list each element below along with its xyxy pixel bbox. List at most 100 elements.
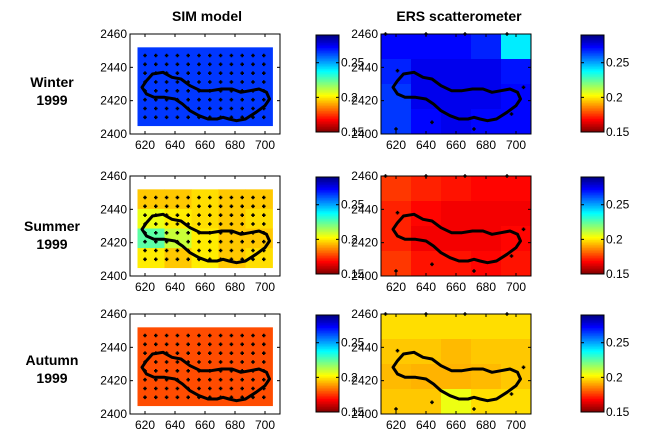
colorbar-segment [581, 209, 604, 212]
colorbar-segment [581, 96, 604, 99]
station-marker [143, 333, 147, 338]
station-marker [197, 97, 201, 102]
station-marker [197, 204, 201, 209]
colorbar-tick-label: 0.25 [606, 336, 630, 350]
station-marker [164, 106, 169, 111]
heatmap-cell [411, 109, 442, 135]
station-marker [175, 231, 180, 235]
colorbar-segment [581, 365, 604, 368]
colorbar-segment [581, 332, 604, 335]
colorbar-segment [581, 125, 604, 128]
colorbar-segment [316, 78, 339, 81]
heatmap-cell [471, 176, 502, 202]
colorbar-segment [581, 123, 604, 127]
y-tick-label: 2400 [100, 269, 127, 283]
station-marker [143, 195, 147, 200]
colorbar-segment [316, 321, 339, 324]
colorbar-segment [581, 199, 604, 202]
colorbar-segment [316, 89, 339, 93]
colorbar-segment [581, 46, 604, 49]
station-marker [229, 342, 234, 347]
colorbar-segment [316, 104, 339, 107]
y-tick-label: 2420 [351, 94, 378, 108]
station-marker [218, 106, 223, 111]
colorbar-segment [581, 177, 604, 180]
colorbar-segment [581, 235, 604, 238]
colorbar-segment [581, 60, 604, 63]
station-marker [430, 120, 434, 125]
colorbar-segment [581, 214, 604, 217]
colorbar-segment [316, 236, 339, 239]
station-marker [251, 239, 255, 244]
colorbar-segment [316, 64, 339, 67]
colorbar-segment [581, 193, 604, 196]
station-marker [251, 360, 255, 364]
colorbar-segment [316, 51, 339, 54]
colorbar-segment [316, 123, 339, 127]
station-marker [197, 80, 201, 84]
station-marker [218, 62, 223, 67]
heatmap-cell [471, 201, 502, 227]
colorbar-segment [581, 185, 604, 188]
colorbar-segment [581, 344, 604, 347]
station-marker [208, 239, 212, 244]
colorbar-segment [581, 321, 604, 324]
colorbar-segment [581, 110, 604, 114]
x-tick-label: 700 [506, 138, 526, 152]
x-tick-label: 700 [255, 138, 275, 152]
colorbar-segment [581, 248, 604, 251]
station-marker [229, 53, 234, 58]
colorbar-segment [316, 217, 339, 220]
colorbar-segment [316, 196, 339, 199]
colorbar-segment [581, 115, 604, 118]
colorbar-segment [581, 334, 604, 337]
station-marker [251, 257, 255, 262]
colorbar-segment [581, 390, 604, 394]
colorbar-segment [316, 241, 339, 244]
station-marker [251, 106, 255, 111]
colorbar-segment [581, 254, 604, 257]
station-marker [186, 395, 190, 400]
heatmap-cell [501, 34, 532, 60]
colorbar-segment [581, 38, 604, 41]
colorbar-segment [316, 238, 339, 241]
colorbar-segment [316, 376, 339, 379]
colorbar-segment [316, 371, 339, 374]
colorbar-segment [316, 178, 339, 181]
station-marker [262, 213, 266, 217]
colorbar-segment [316, 384, 339, 387]
station-marker [509, 392, 514, 396]
colorbar-segment [581, 339, 604, 342]
station-marker [186, 71, 190, 75]
station-marker [251, 333, 255, 338]
colorbar-segment [316, 191, 339, 194]
station-marker [229, 377, 234, 382]
colorbar-segment [581, 342, 604, 345]
station-marker [175, 386, 180, 391]
y-tick-label: 2440 [100, 202, 127, 216]
colorbar-segment [581, 270, 604, 273]
station-marker [262, 333, 266, 338]
station-marker [186, 342, 190, 347]
y-tick-label: 2400 [351, 269, 378, 283]
heatmap-cell [381, 314, 412, 340]
station-marker [251, 195, 255, 200]
colorbar-segment [581, 102, 604, 106]
station-marker [395, 210, 400, 215]
station-marker [186, 351, 190, 355]
station-marker [394, 269, 398, 273]
heatmap-cell [245, 208, 273, 229]
colorbar-segment [581, 259, 604, 262]
colorbar-segment [581, 345, 604, 348]
colorbar-segment [316, 366, 339, 369]
colorbar-segment [316, 361, 339, 364]
y-tick-label: 2400 [100, 407, 127, 421]
colorbar-segment [581, 257, 604, 260]
station-marker [164, 195, 169, 200]
colorbar-segment [581, 379, 604, 382]
colorbar-tick-label: 0.2 [341, 370, 358, 384]
colorbar-segment [581, 198, 604, 201]
y-tick-label: 2420 [100, 236, 127, 250]
x-tick-label: 660 [195, 280, 215, 294]
colorbar-segment [581, 80, 604, 83]
